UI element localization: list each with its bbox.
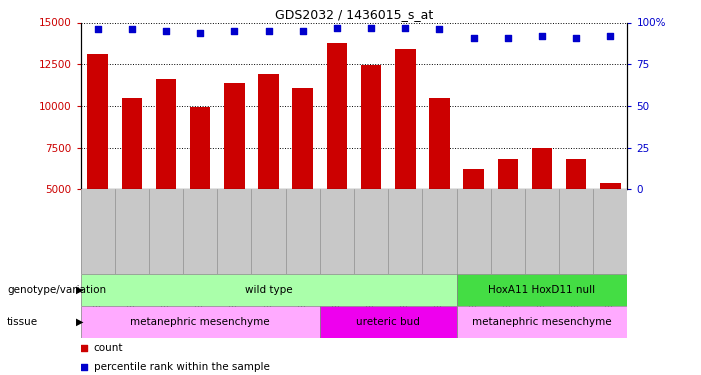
Text: metanephric mesenchyme: metanephric mesenchyme — [130, 316, 270, 327]
Bar — [498, 159, 518, 189]
Bar — [566, 159, 586, 189]
Bar — [531, 148, 552, 189]
Bar — [361, 65, 381, 189]
Bar — [190, 107, 210, 189]
Point — [400, 24, 411, 30]
Bar — [600, 183, 620, 189]
Bar — [456, 306, 627, 338]
Bar — [395, 49, 416, 189]
Bar — [463, 170, 484, 189]
Bar — [122, 98, 142, 189]
Point — [195, 30, 206, 36]
Text: ureteric bud: ureteric bud — [356, 316, 420, 327]
Bar — [88, 54, 108, 189]
Bar — [320, 306, 456, 338]
Bar — [292, 88, 313, 189]
Point — [229, 28, 240, 34]
Bar — [258, 74, 279, 189]
Text: tissue: tissue — [7, 316, 38, 327]
Text: count: count — [94, 343, 123, 353]
Bar — [81, 274, 456, 306]
Point — [365, 24, 376, 30]
Text: genotype/variation: genotype/variation — [7, 285, 106, 295]
Bar — [156, 79, 176, 189]
Point — [605, 33, 616, 39]
Point — [297, 28, 308, 34]
Text: HoxA11 HoxD11 null: HoxA11 HoxD11 null — [489, 285, 596, 295]
Bar — [327, 42, 347, 189]
Bar — [429, 98, 450, 189]
Text: ▶: ▶ — [76, 316, 83, 327]
Point — [92, 26, 103, 32]
Bar — [224, 82, 245, 189]
Point — [502, 34, 513, 40]
Point — [434, 26, 445, 32]
Bar — [81, 306, 320, 338]
Point — [536, 33, 547, 39]
Text: wild type: wild type — [245, 285, 292, 295]
Point — [126, 26, 137, 32]
Point — [263, 28, 274, 34]
Point — [468, 34, 479, 40]
Text: percentile rank within the sample: percentile rank within the sample — [94, 362, 270, 372]
Point — [79, 345, 90, 351]
Point — [571, 34, 582, 40]
Text: metanephric mesenchyme: metanephric mesenchyme — [472, 316, 612, 327]
Point — [161, 28, 172, 34]
Point — [79, 364, 90, 370]
Bar — [456, 274, 627, 306]
Point — [332, 24, 343, 30]
Text: ▶: ▶ — [76, 285, 83, 295]
Title: GDS2032 / 1436015_s_at: GDS2032 / 1436015_s_at — [275, 8, 433, 21]
